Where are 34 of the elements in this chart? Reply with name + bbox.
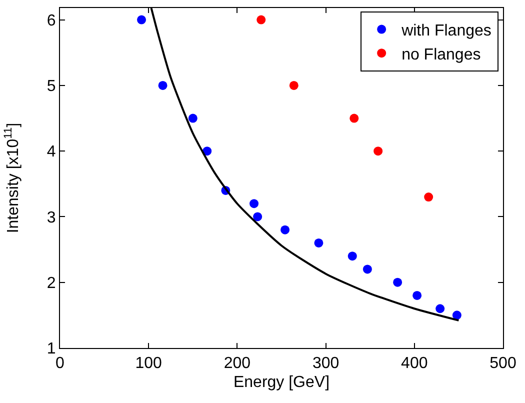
x-axis-title: Energy [GeV] [233,374,330,391]
point [289,80,298,90]
y-tick-label: 1 [46,340,56,358]
point [348,252,357,261]
point [253,212,262,222]
point [314,238,324,248]
x-tick-label: 300 [312,355,340,372]
y-tick-label: 3 [46,209,56,226]
point [158,80,168,90]
legend-label: with Flanges [400,22,492,40]
point [202,146,212,156]
point [250,199,259,208]
point [350,114,359,123]
legend-label: no Flanges [402,46,481,64]
point [412,290,422,300]
point [188,114,198,123]
x-tick-label: 100 [135,355,162,372]
point [374,146,383,156]
point [362,264,372,274]
x-tick-label: 400 [401,355,428,372]
point [452,310,462,320]
point [256,15,266,24]
y-tick-label: 6 [46,12,56,30]
y-tick-label: 5 [46,78,56,96]
x-tick-label: 200 [224,355,251,372]
y-tick-label: 4 [46,144,56,161]
point [393,278,402,287]
y-tick-label: 2 [46,274,56,292]
x-tick-label: 500 [490,355,516,372]
point [436,304,445,314]
point [137,15,146,24]
x-tick-label: 0 [56,355,65,372]
point [424,192,434,202]
point [280,225,290,234]
